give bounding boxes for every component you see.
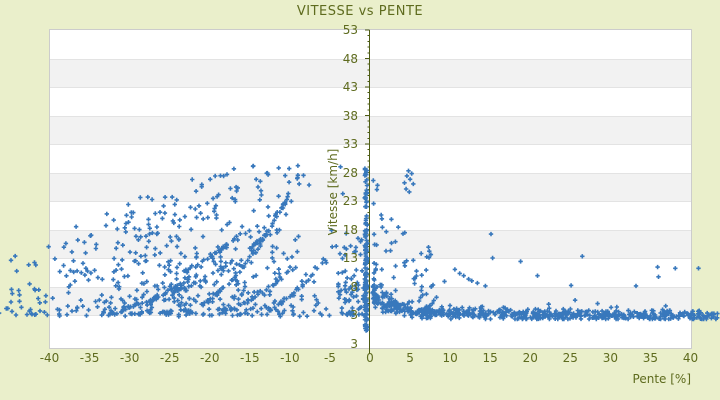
y-tick-label: 3 (350, 308, 358, 322)
x-tick-label: -30 (119, 351, 140, 365)
x-tick-label: -5 (323, 351, 336, 365)
y-tick-label: 38 (342, 108, 358, 123)
x-tick-label: 10 (442, 351, 458, 365)
y-tick-label: 8 (350, 279, 358, 294)
y-tick-label: 53 (342, 23, 358, 37)
x-tick-label: 0 (366, 351, 374, 365)
x-tick-label: -15 (240, 351, 260, 365)
x-tick-label: 15 (482, 351, 498, 365)
y-axis-min-label: 3 (350, 337, 358, 351)
x-tick-label: -40 (39, 351, 60, 365)
y-tick-label: 28 (342, 165, 358, 180)
y-tick-label: 13 (342, 251, 358, 265)
plot-band (50, 58, 691, 87)
y-tick-label: 43 (342, 80, 358, 94)
x-tick-label: 30 (602, 351, 619, 365)
y-tick-label: 48 (342, 51, 358, 66)
y-tick-label: 18 (342, 222, 358, 237)
x-tick-label: 35 (642, 351, 659, 365)
x-tick-label: -10 (280, 351, 300, 365)
x-tick-label: 5 (406, 351, 414, 365)
x-axis-title: Pente [%] (632, 372, 691, 386)
y-tick-label: 33 (342, 137, 358, 151)
x-tick-label: -20 (199, 351, 220, 365)
plot-band (50, 115, 691, 144)
chart-title: VITESSE vs PENTE (296, 4, 424, 19)
x-tick-label: -25 (159, 351, 180, 365)
x-tick-label: 40 (682, 351, 699, 365)
y-tick-label: 23 (342, 194, 358, 208)
plot-area (49, 29, 692, 349)
plot-band (50, 87, 691, 116)
x-tick-label: -35 (79, 351, 100, 365)
plot-band (50, 30, 691, 59)
x-tick-label: 25 (562, 351, 578, 365)
x-tick-label: 20 (522, 351, 538, 365)
